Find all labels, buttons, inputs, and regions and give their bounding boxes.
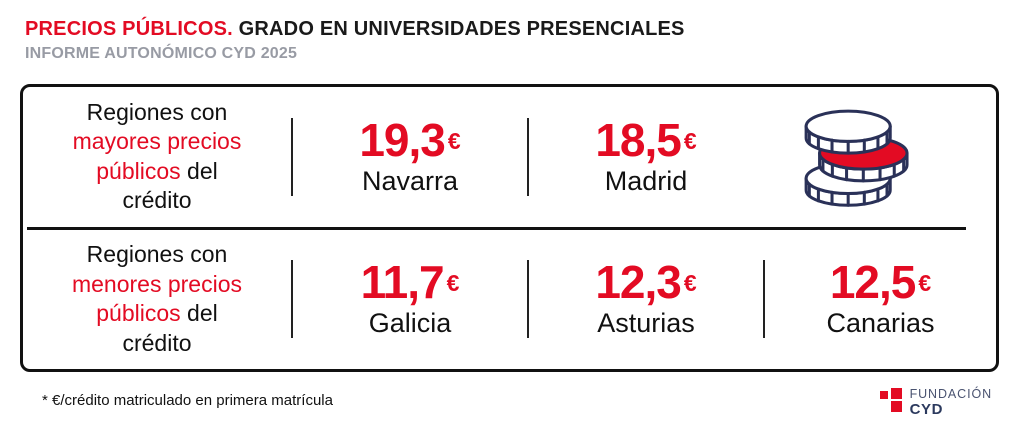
stat-value: 18,5 € <box>529 117 763 163</box>
region-name: Galicia <box>368 308 452 339</box>
label-line: públicos del <box>31 157 283 186</box>
title-highlight: PRECIOS PÚBLICOS. <box>25 18 233 40</box>
title-rest: GRADO EN UNIVERSIDADES PRESENCIALES <box>238 18 685 40</box>
label-line: crédito <box>122 329 192 356</box>
stat-canarias: 12,5 € Canarias <box>765 259 996 339</box>
footnote: * €/crédito matriculado en primera matrí… <box>42 392 333 409</box>
vertical-divider <box>527 117 529 196</box>
value-number: 18,5 <box>595 113 682 166</box>
region-name: Asturias <box>597 308 695 339</box>
vertical-divider <box>291 117 293 196</box>
header: PRECIOS PÚBLICOS. GRADO EN UNIVERSIDADES… <box>25 18 685 63</box>
horizontal-divider <box>27 226 966 230</box>
label-line: Regiones con <box>86 241 228 268</box>
label-segment: públicos <box>96 157 181 184</box>
label-line: mayores precios <box>72 128 242 155</box>
logo-line-cyd: CYD <box>909 400 944 418</box>
logo-square <box>890 401 902 412</box>
logo-square <box>879 391 888 399</box>
logo-square <box>890 388 902 399</box>
stat-navarra: 19,3 € Navarra <box>293 117 527 197</box>
page-title: PRECIOS PÚBLICOS. GRADO EN UNIVERSIDADES… <box>25 18 685 41</box>
stat-value: 12,5 € <box>765 259 996 305</box>
coins-stack-icon <box>763 101 996 212</box>
stat-madrid: 18,5 € Madrid <box>529 117 763 197</box>
euro-symbol: € <box>447 127 461 154</box>
page-subtitle: INFORME AUTONÓMICO CYD 2025 <box>25 45 298 62</box>
row-menores-precios: Regiones con menores precios públicos de… <box>23 230 996 370</box>
row-label-mayores: Regiones con mayores precios públicos de… <box>23 98 291 216</box>
row-mayores-precios: Regiones con mayores precios públicos de… <box>23 87 996 227</box>
stat-value: 12,3 € <box>529 259 763 305</box>
row-label-menores: Regiones con menores precios públicos de… <box>23 240 291 358</box>
stat-value: 11,7 € <box>293 259 527 305</box>
label-segment: del <box>187 157 218 184</box>
vertical-divider <box>527 260 529 339</box>
value-number: 12,5 <box>829 256 917 309</box>
logo-line-fundacion: FUNDACIÓN <box>909 387 992 401</box>
stat-galicia: 11,7 € Galicia <box>293 259 527 339</box>
logo-text: FUNDACIÓN CYD <box>909 387 992 418</box>
cyd-logo-mark-icon <box>879 388 903 413</box>
region-name: Navarra <box>361 165 459 196</box>
stat-value: 19,3 € <box>293 117 527 163</box>
stat-asturias: 12,3 € Asturias <box>529 259 763 339</box>
fundacion-cyd-logo: FUNDACIÓN CYD <box>879 387 992 418</box>
value-number: 12,3 <box>595 256 682 309</box>
euro-symbol: € <box>683 270 697 297</box>
label-line: Regiones con <box>86 98 228 125</box>
label-line: menores precios <box>71 270 243 297</box>
euro-symbol: € <box>683 127 697 154</box>
vertical-divider <box>763 260 765 339</box>
euro-symbol: € <box>918 270 932 297</box>
value-number: 11,7 <box>360 256 445 309</box>
region-name: Madrid <box>604 165 688 196</box>
region-name: Canarias <box>826 308 935 339</box>
label-segment: públicos <box>96 300 181 327</box>
vertical-divider <box>291 260 293 339</box>
euro-symbol: € <box>446 270 460 297</box>
label-line: públicos del <box>31 299 283 328</box>
data-panel: Regiones con mayores precios públicos de… <box>20 84 999 372</box>
value-number: 19,3 <box>359 113 446 166</box>
label-segment: del <box>187 300 218 327</box>
label-line: crédito <box>122 187 192 214</box>
